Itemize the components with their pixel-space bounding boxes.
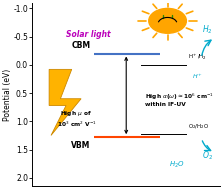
Text: O$_2$/H$_2$O: O$_2$/H$_2$O — [188, 123, 210, 132]
Y-axis label: Potential (eV): Potential (eV) — [3, 68, 12, 121]
Text: $H_2O$: $H_2O$ — [169, 160, 185, 170]
Text: CBM: CBM — [71, 41, 91, 50]
Text: H$^+$/H$_2$: H$^+$/H$_2$ — [188, 52, 207, 62]
Text: Solar light: Solar light — [66, 30, 111, 39]
Ellipse shape — [149, 9, 186, 33]
Text: High $\mu$ of
10$^3$ cm$^2$ V$^{-1}$: High $\mu$ of 10$^3$ cm$^2$ V$^{-1}$ — [56, 109, 96, 129]
Text: High $\alpha$($\omega$)$\approx$10$^6$ cm$^{-1}$
within IF-UV: High $\alpha$($\omega$)$\approx$10$^6$ c… — [145, 91, 214, 108]
Text: VBM: VBM — [71, 141, 91, 150]
Polygon shape — [49, 69, 81, 136]
Text: $H_2$: $H_2$ — [202, 23, 212, 36]
Text: $H^+$: $H^+$ — [192, 72, 203, 81]
Text: $O_2$: $O_2$ — [202, 149, 213, 161]
